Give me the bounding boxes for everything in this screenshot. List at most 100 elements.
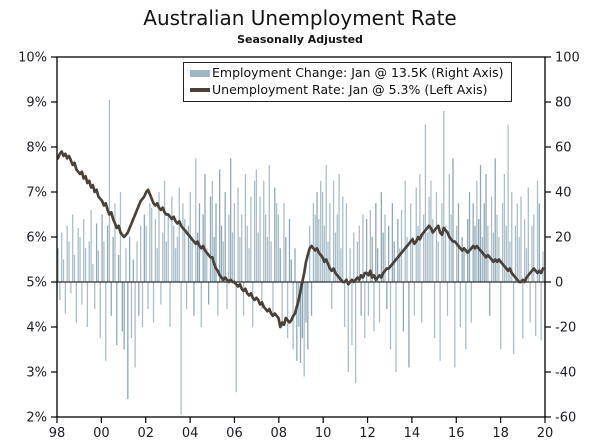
employment-change-bar [456,225,458,282]
employment-change-bar [334,232,337,282]
employment-change-bar [388,225,390,282]
employment-change-bar [336,214,338,282]
employment-change-bar [373,282,375,332]
employment-change-bar [496,214,498,282]
employment-change-bar [219,169,221,282]
employment-change-bar [59,282,61,300]
employment-change-bar [463,248,465,282]
employment-change-bar [259,196,261,282]
x-axis-tick-label: 20 [537,426,554,441]
employment-change-bar [182,203,184,282]
employment-change-bar [140,225,142,282]
employment-change-bar [215,203,217,282]
employment-change-bar [527,187,529,282]
employment-change-bar [367,282,370,316]
employment-change-bar [241,214,243,282]
employment-change-bar [244,174,247,282]
employment-change-bar [500,282,502,350]
employment-change-bar [411,237,414,282]
employment-change-bar [255,169,258,282]
employment-change-bar [523,219,526,282]
right-axis-tick-label: 40 [555,186,572,201]
employment-change-bar [299,282,302,363]
employment-change-bar [95,223,98,282]
employment-change-bar [77,228,79,282]
employment-change-bar [323,225,326,282]
employment-change-bar [173,225,175,282]
employment-change-bar [83,219,85,282]
employment-change-bar [250,196,252,282]
employment-change-bar [443,111,445,282]
employment-change-bar [382,232,384,282]
employment-change-bar [97,250,100,282]
employment-change-bar [375,203,377,282]
left-axis-tick-label: 10% [18,51,47,66]
employment-change-bar [494,158,496,282]
employment-change-bar [413,282,416,316]
employment-change-bar [448,174,450,282]
employment-change-bar [395,282,397,372]
employment-change-bar [501,203,504,282]
employment-change-bar [263,180,265,282]
employment-change-bar [275,203,278,282]
employment-change-bar [286,282,289,339]
employment-change-bar [380,192,382,282]
employment-change-bar [106,225,109,282]
employment-change-bar [130,282,133,339]
employment-change-bar [62,259,65,282]
employment-change-bar [185,282,188,309]
employment-change-bar [371,237,373,282]
left-axis-tick-label: 8% [26,141,47,156]
employment-change-bar [435,192,438,282]
employment-change-bar [345,203,348,282]
employment-change-bar [270,241,272,282]
employment-change-bar [356,241,359,282]
employment-change-bar [283,203,285,282]
employment-change-bar [178,187,180,282]
employment-change-bar [101,214,103,282]
employment-change-bar [220,225,223,282]
employment-change-bar [226,282,228,309]
employment-change-bar [542,251,544,283]
employment-change-bar [450,214,452,282]
employment-change-bar [505,225,507,282]
employment-change-bar [196,232,199,282]
employment-change-bar [108,99,111,282]
x-axis-tick-label: 04 [182,426,199,441]
employment-change-bar [332,180,335,282]
right-axis-tick-label: 20 [555,231,572,246]
employment-change-bar [424,124,427,282]
employment-change-bar [305,282,307,323]
employment-change-bar [520,196,522,282]
employment-change-bar [154,219,157,282]
employment-change-bar [90,210,92,282]
employment-change-bar [285,237,287,282]
legend-label: Employment Change: Jan @ 13.5K (Right Ax… [212,65,504,80]
employment-change-bar [169,282,171,327]
employment-change-bar [444,225,447,282]
employment-change-bar [417,225,419,282]
employment-change-bar [353,232,355,282]
employment-change-bar [485,174,487,282]
x-axis-tick-label: 98 [49,426,66,441]
x-axis-tick-label: 14 [404,426,421,441]
employment-change-bar [426,232,428,282]
employment-change-bar [117,255,120,282]
employment-change-bar [233,203,236,282]
employment-change-bar [230,158,232,282]
employment-change-bar [121,282,123,332]
right-axis-tick-label: 100 [555,51,580,66]
employment-change-bar [277,214,280,282]
employment-change-bar [129,237,131,282]
employment-change-bar [540,282,542,341]
employment-change-bar [158,192,160,282]
employment-change-bar [149,203,151,282]
employment-change-bar [264,214,267,282]
employment-change-bar [397,219,399,282]
employment-change-bar [207,282,210,305]
employment-change-bar [468,192,471,282]
employment-change-bar [145,225,147,282]
employment-change-bar [174,248,177,282]
employment-change-bar [156,248,158,282]
employment-change-bar [472,203,474,282]
